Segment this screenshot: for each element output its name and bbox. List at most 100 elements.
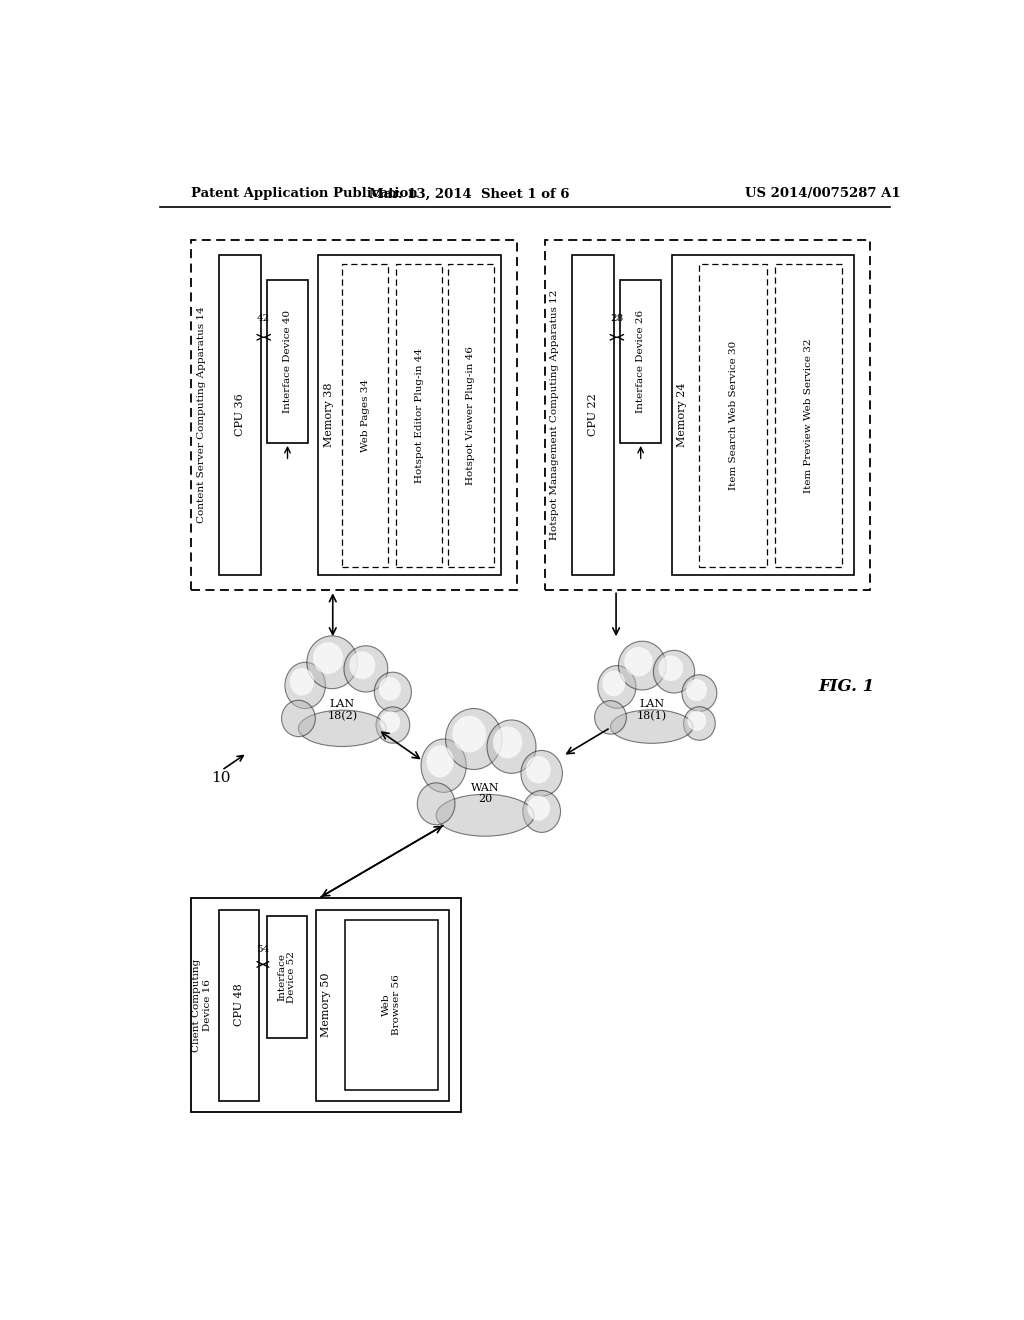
Ellipse shape [285,663,326,709]
Ellipse shape [298,710,386,747]
Ellipse shape [417,783,455,825]
Ellipse shape [417,783,455,825]
Ellipse shape [598,665,636,709]
Ellipse shape [344,645,388,692]
Text: WAN
20: WAN 20 [471,783,500,804]
Ellipse shape [523,791,560,833]
Ellipse shape [686,678,708,701]
Bar [620,280,662,444]
Ellipse shape [375,672,412,711]
Ellipse shape [376,708,410,743]
Bar [219,909,259,1101]
Ellipse shape [682,675,717,711]
Bar [672,255,854,576]
Ellipse shape [285,663,326,709]
Ellipse shape [526,756,551,783]
Ellipse shape [682,675,717,711]
Text: Item Search Web Service 30: Item Search Web Service 30 [729,341,737,490]
Ellipse shape [375,672,412,711]
Bar [191,240,517,590]
Ellipse shape [625,647,652,676]
Text: Interface Device 26: Interface Device 26 [636,310,645,413]
Text: 42: 42 [257,314,270,323]
Text: LAN
18(1): LAN 18(1) [637,700,667,721]
Ellipse shape [598,665,636,709]
Ellipse shape [421,739,466,792]
Text: Hotspot Management Computing Apparatus 12: Hotspot Management Computing Apparatus 1… [551,290,559,540]
Ellipse shape [453,715,486,752]
Ellipse shape [602,671,626,697]
Ellipse shape [426,746,454,777]
Ellipse shape [653,651,694,693]
Text: Web Pages 34: Web Pages 34 [360,379,370,451]
Ellipse shape [376,708,410,743]
Text: US 2014/0075287 A1: US 2014/0075287 A1 [744,187,900,201]
Ellipse shape [684,706,715,741]
Bar [316,909,450,1101]
Text: Web
Browser 56: Web Browser 56 [382,974,401,1035]
Ellipse shape [307,636,357,689]
Text: CPU 22: CPU 22 [588,393,598,437]
Ellipse shape [521,751,562,796]
Text: 54: 54 [256,945,269,953]
Bar [396,264,442,568]
Ellipse shape [436,795,535,836]
Ellipse shape [521,751,562,796]
Ellipse shape [282,701,315,737]
Bar [342,264,388,568]
Text: Interface Device 40: Interface Device 40 [283,310,292,413]
Text: Patent Application Publication: Patent Application Publication [191,187,418,201]
Text: LAN
18(2): LAN 18(2) [328,700,357,721]
Text: Mar. 13, 2014  Sheet 1 of 6: Mar. 13, 2014 Sheet 1 of 6 [369,187,569,201]
Ellipse shape [493,726,522,759]
Ellipse shape [282,701,315,737]
Ellipse shape [527,796,550,821]
Ellipse shape [307,636,357,689]
Text: CPU 48: CPU 48 [234,983,244,1027]
Bar [545,240,870,590]
Text: Item Preview Web Service 32: Item Preview Web Service 32 [804,338,813,492]
Ellipse shape [379,677,401,701]
Ellipse shape [595,701,627,734]
Text: Hotspot Viewer Plug-in 46: Hotspot Viewer Plug-in 46 [466,346,475,484]
Text: 28: 28 [610,314,624,323]
Text: Memory 38: Memory 38 [324,383,334,447]
Ellipse shape [421,739,466,792]
Ellipse shape [445,709,502,770]
Bar [775,264,842,568]
Text: Client Computing
Device 16: Client Computing Device 16 [193,958,212,1052]
Ellipse shape [595,701,627,734]
Text: Memory 24: Memory 24 [677,383,687,447]
Ellipse shape [618,642,666,690]
Ellipse shape [653,651,694,693]
Bar [345,920,438,1090]
Text: 10: 10 [211,771,230,785]
Ellipse shape [298,710,386,747]
Ellipse shape [380,711,400,733]
Text: Memory 50: Memory 50 [322,973,332,1038]
Ellipse shape [687,710,707,731]
Bar [219,255,260,576]
Ellipse shape [290,668,314,696]
Ellipse shape [610,710,693,743]
Ellipse shape [618,642,666,690]
Bar [267,280,308,444]
Text: CPU 36: CPU 36 [234,393,245,437]
Text: Interface
Device 52: Interface Device 52 [278,950,296,1002]
Bar [191,899,461,1111]
Ellipse shape [487,719,536,774]
Text: FIG. 1: FIG. 1 [818,678,874,696]
Text: Content Server Computing Apparatus 14: Content Server Computing Apparatus 14 [198,306,206,523]
Ellipse shape [344,645,388,692]
Ellipse shape [684,706,715,741]
Text: Hotspot Editor Plug-in 44: Hotspot Editor Plug-in 44 [415,348,424,483]
Bar [318,255,501,576]
Bar [447,264,494,568]
Bar [267,916,306,1038]
Ellipse shape [523,791,560,833]
Ellipse shape [487,719,536,774]
Ellipse shape [349,651,376,678]
Ellipse shape [658,656,683,681]
Ellipse shape [445,709,502,770]
Bar [699,264,767,568]
